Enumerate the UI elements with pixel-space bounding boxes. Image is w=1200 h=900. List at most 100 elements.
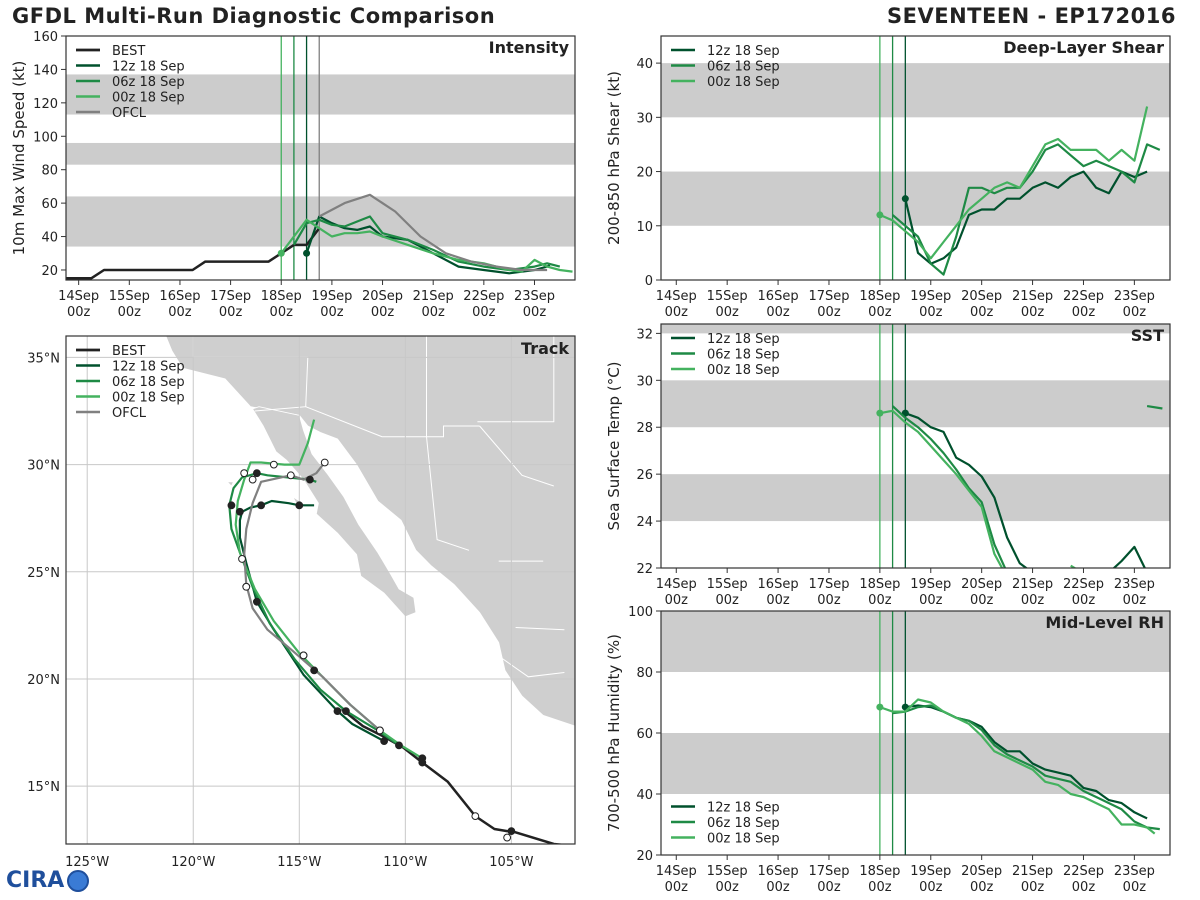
x-tick-label: 17Sep: [808, 864, 849, 879]
x-tick-label: 00z: [766, 305, 790, 320]
axes-frame: [660, 35, 1171, 281]
series-line: [904, 170, 1148, 265]
state-border: [426, 436, 470, 551]
x-tick-label: 00z: [665, 593, 689, 608]
shaded-band: [66, 74, 575, 115]
x-tick-label: 00z: [868, 593, 892, 608]
x-tick-label: 18Sep: [859, 289, 900, 304]
y-tick-label: 100: [33, 130, 58, 145]
panel-rh: 2040608010014Sep00z15Sep00z16Sep00z17Sep…: [605, 605, 1171, 895]
track-point-filled: [227, 501, 236, 510]
y-tick-label: 40: [636, 788, 653, 803]
x-tick-label: 14Sep: [656, 864, 697, 879]
x-tick-label: 19Sep: [910, 289, 951, 304]
x-tick-label: 23Sep: [514, 289, 555, 304]
x-tick-label: 15Sep: [707, 577, 748, 592]
track-point-open: [286, 471, 295, 480]
state-border: [305, 406, 480, 438]
x-tick-label: 00z: [665, 880, 689, 895]
state-border: [500, 657, 565, 678]
legend-label: 06z 18 Sep: [112, 75, 185, 90]
legend-label: 12z 18 Sep: [112, 360, 185, 375]
legend-label: 06z 18 Sep: [707, 348, 780, 363]
track-line: [228, 472, 400, 747]
panel-intensity: 2040608010012014016014Sep00z15Sep00z16Se…: [10, 30, 576, 320]
series-line: [891, 143, 1161, 276]
x-tick-label: 00z: [67, 305, 91, 320]
series-line: [892, 704, 1160, 831]
storm-title: SEVENTEEN - EP172016: [887, 4, 1176, 28]
shaded-band: [661, 611, 1170, 672]
panel-title: Intensity: [489, 38, 570, 57]
x-tick-label: 00z: [1123, 880, 1147, 895]
track-point-filled: [342, 707, 350, 716]
track-point-filled: [305, 475, 314, 484]
x-tick-label: 22Sep: [463, 289, 504, 304]
y-tick-label: 30: [636, 374, 653, 389]
track-point-filled: [395, 741, 403, 750]
panel-title: SST: [1131, 326, 1164, 345]
track-line: [238, 499, 385, 743]
track-point-open: [299, 651, 308, 660]
x-tick-label: 00z: [371, 305, 395, 320]
x-tick-label: 22Sep: [1063, 864, 1104, 879]
track-point-filled: [418, 754, 427, 763]
panel-title: Mid-Level RH: [1045, 613, 1164, 632]
x-tick-label: 22Sep: [1063, 289, 1104, 304]
series-line: [1146, 405, 1163, 410]
lat-label: 25°N: [27, 566, 60, 581]
shaded-band: [661, 324, 1170, 334]
x-tick-label: 22Sep: [1063, 577, 1104, 592]
globe-icon: [67, 870, 90, 892]
series-line: [1112, 545, 1147, 568]
x-tick-label: 00z: [919, 305, 943, 320]
cira-logo: CIRA: [6, 868, 90, 893]
x-tick-label: 15Sep: [707, 289, 748, 304]
legend-label: 12z 18 Sep: [707, 801, 780, 816]
x-tick-label: 00z: [766, 880, 790, 895]
x-tick-label: 00z: [665, 305, 689, 320]
x-tick-label: 21Sep: [1012, 864, 1053, 879]
map-area: [66, 336, 575, 844]
x-tick-label: 14Sep: [656, 577, 697, 592]
y-axis-label: Sea Surface Temp (°C): [605, 361, 623, 530]
x-tick-label: 21Sep: [1012, 577, 1053, 592]
data-point: [876, 211, 884, 219]
y-tick-label: 80: [636, 666, 653, 681]
legend-label: 06z 18 Sep: [112, 375, 185, 390]
legend-label: BEST: [112, 344, 145, 359]
lon-label: 120°W: [171, 855, 215, 870]
series-line: [891, 405, 1007, 568]
x-tick-label: 15Sep: [707, 864, 748, 879]
series-line: [280, 218, 573, 273]
shaded-band: [661, 380, 1170, 428]
x-tick-label: 20Sep: [961, 864, 1002, 879]
track-point-filled: [380, 737, 389, 746]
track-point-open: [240, 469, 249, 478]
lat-label: 30°N: [27, 459, 60, 474]
x-tick-label: 00z: [1021, 305, 1045, 320]
x-tick-label: 00z: [472, 305, 496, 320]
y-tick-label: 10: [636, 220, 653, 235]
legend-label: 12z 18 Sep: [707, 44, 780, 59]
x-tick-label: 00z: [1123, 305, 1147, 320]
series-line: [879, 106, 1149, 260]
data-point: [303, 249, 311, 257]
state-border: [479, 425, 554, 487]
series-line: [879, 409, 1004, 568]
shaded-band: [661, 171, 1170, 226]
state-border: [477, 336, 555, 423]
y-tick-label: 60: [41, 197, 58, 212]
x-tick-label: 17Sep: [210, 289, 251, 304]
panel-title: Track: [521, 339, 569, 358]
x-tick-label: 17Sep: [808, 289, 849, 304]
y-tick-label: 0: [645, 274, 653, 289]
legend-label: 00z 18 Sep: [707, 75, 780, 90]
x-tick-label: 00z: [1123, 593, 1147, 608]
x-tick-label: 14Sep: [58, 289, 99, 304]
track-point-filled: [236, 507, 244, 516]
legend-label: 12z 18 Sep: [112, 60, 185, 75]
track-point-open: [320, 458, 329, 467]
lon-label: 105°W: [489, 855, 533, 870]
legend-label: 06z 18 Sep: [707, 816, 780, 831]
